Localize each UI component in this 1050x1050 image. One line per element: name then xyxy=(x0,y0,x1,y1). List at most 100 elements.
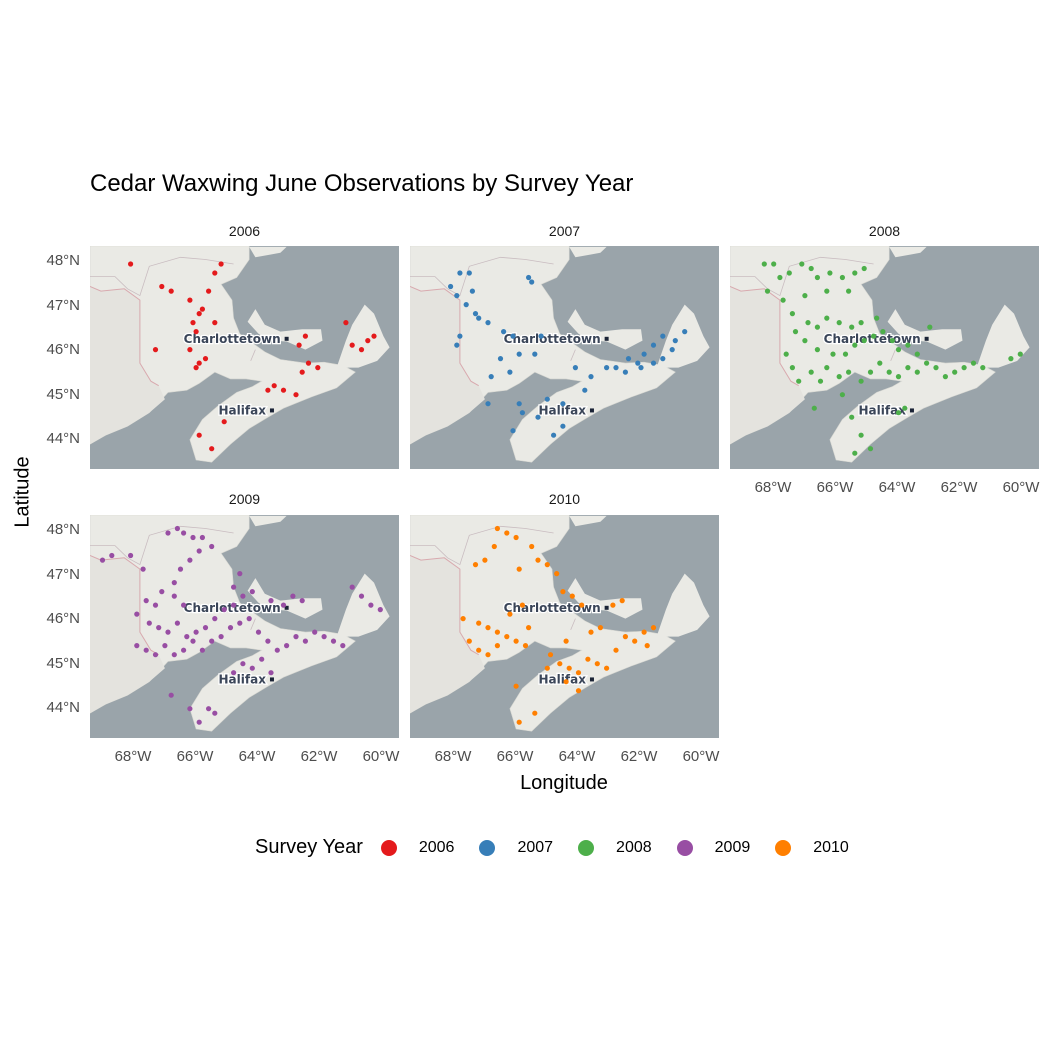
observation-point xyxy=(177,566,184,572)
x-tick-label: 62°W xyxy=(620,748,658,765)
observation-point xyxy=(852,450,858,456)
observation-point xyxy=(494,629,500,635)
land-us xyxy=(90,286,165,445)
observation-point xyxy=(836,320,842,326)
observation-point xyxy=(650,360,657,366)
observation-point xyxy=(152,602,159,608)
observation-point xyxy=(206,288,212,294)
observation-point xyxy=(377,607,383,613)
land-mainland xyxy=(90,246,356,463)
observation-point xyxy=(529,543,535,550)
observation-point xyxy=(811,405,817,411)
observation-point xyxy=(513,638,519,644)
observation-point xyxy=(454,293,460,299)
observation-point xyxy=(604,365,610,371)
observation-point xyxy=(519,602,525,608)
city-label-halifax: Halifax xyxy=(219,672,267,686)
observation-point xyxy=(780,297,786,303)
observation-point xyxy=(221,607,227,613)
land-anticosti xyxy=(249,246,287,258)
observation-point xyxy=(457,333,463,339)
observation-point xyxy=(293,634,299,640)
plot-title: Cedar Waxwing June Observations by Surve… xyxy=(90,170,634,197)
observation-point xyxy=(466,638,472,644)
observation-point xyxy=(321,634,327,640)
city-label-halifax: Halifax xyxy=(859,403,907,417)
observation-point xyxy=(212,270,218,276)
observation-point xyxy=(271,383,277,389)
observation-point xyxy=(952,369,958,375)
observation-point xyxy=(622,369,628,375)
x-tick-label: 68°W xyxy=(434,748,472,765)
observation-point xyxy=(544,665,550,671)
observation-point xyxy=(299,369,305,375)
observation-point xyxy=(485,320,491,326)
land-anticosti xyxy=(569,515,607,527)
legend-label: 2009 xyxy=(714,838,751,856)
strip-2007: 2007 xyxy=(548,223,581,239)
observation-point xyxy=(861,338,867,344)
observation-point xyxy=(365,338,371,344)
land-cape-breton xyxy=(976,304,1030,368)
observation-point xyxy=(924,360,930,366)
observation-point xyxy=(566,665,572,671)
y-tick-label: 46°N xyxy=(46,341,80,358)
observation-point xyxy=(168,692,174,698)
legend-item-2006: 2006 xyxy=(380,839,454,857)
border-us-canada xyxy=(730,286,799,387)
map-panel-2009: Charlottetown Halifax xyxy=(90,515,399,738)
observation-point xyxy=(544,562,550,568)
observation-point xyxy=(858,432,864,438)
observation-point xyxy=(895,410,902,416)
y-axis-title: Latitude xyxy=(11,456,34,528)
observation-point xyxy=(867,369,874,375)
observation-point xyxy=(199,534,205,541)
observation-point xyxy=(560,423,566,429)
observation-point xyxy=(371,333,377,339)
observation-point xyxy=(249,589,255,595)
land-anticosti xyxy=(249,515,287,527)
observation-point xyxy=(349,342,355,348)
observation-point xyxy=(902,405,908,411)
city-marker xyxy=(589,677,594,682)
city-label-halifax: Halifax xyxy=(539,403,587,417)
observation-point xyxy=(99,557,106,563)
observation-point xyxy=(231,602,237,608)
observation-point xyxy=(802,338,808,344)
observation-point xyxy=(660,333,666,339)
land-mainland xyxy=(410,515,676,732)
observation-point xyxy=(849,324,855,330)
border-provincial xyxy=(250,618,256,631)
observation-point xyxy=(501,329,507,335)
strip-2010: 2010 xyxy=(548,491,581,507)
observation-point xyxy=(209,543,215,550)
strip-2006: 2006 xyxy=(228,223,261,239)
land-cape-breton xyxy=(656,304,710,368)
land-cape-breton xyxy=(336,304,390,368)
observation-point xyxy=(109,552,115,559)
land-mainland xyxy=(730,246,996,463)
observation-point xyxy=(349,584,355,590)
legend-key-2009 xyxy=(676,839,693,856)
observation-point xyxy=(880,329,886,335)
observation-point xyxy=(538,333,544,339)
observation-point xyxy=(165,530,171,536)
observation-point xyxy=(858,320,864,326)
observation-point xyxy=(682,329,688,335)
observation-point xyxy=(507,369,513,375)
observation-point xyxy=(622,634,628,640)
observation-point xyxy=(669,347,675,353)
observation-point xyxy=(340,643,346,649)
observation-point xyxy=(905,342,911,348)
observation-point xyxy=(209,446,215,452)
land-us xyxy=(90,555,165,714)
y-tick-label: 44°N xyxy=(46,430,80,447)
border-provincial xyxy=(570,349,576,362)
observation-point xyxy=(476,315,482,321)
observation-point xyxy=(488,374,494,380)
observation-point xyxy=(296,342,302,348)
observation-point xyxy=(789,365,795,371)
border-provincial xyxy=(410,525,554,566)
observation-point xyxy=(193,629,199,635)
observation-point xyxy=(839,392,845,398)
